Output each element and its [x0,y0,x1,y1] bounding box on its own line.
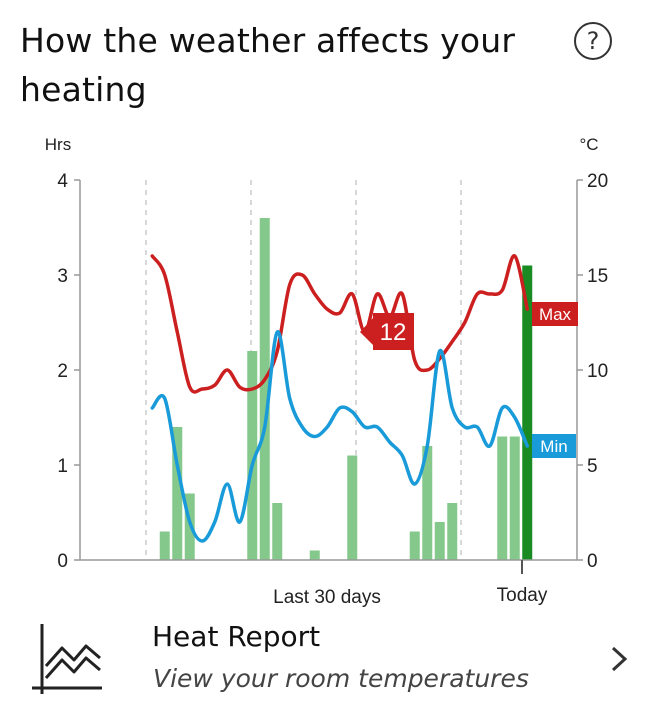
legend-tag-min [532,434,576,458]
heat-report-subtitle: View your room temperatures [153,664,529,693]
right-tick-label: 10 [587,361,608,382]
question-circle-icon: ? [586,27,600,55]
bar-day-3 [172,427,183,560]
heating-bars [159,218,533,560]
bar-day-29 [497,436,508,560]
right-axis-unit: °C [579,135,598,154]
chart-labels: Last 30 days Today Max Min 12 [273,302,578,608]
heat-report-title: Heat Report [152,620,321,653]
bar-day-30 [509,436,520,560]
right-tick-label: 5 [587,456,598,477]
x-label-today: Today [497,585,548,606]
bar-day-25 [447,503,458,560]
x-label-period: Last 30 days [273,587,381,608]
left-tick-label: 0 [57,551,68,572]
left-tick-label: 4 [57,171,68,192]
bar-today [522,265,533,560]
help-button[interactable]: ? [574,22,612,60]
callout-marker [360,313,414,350]
legend-label-max: Max [539,305,572,324]
temperature-lines [150,254,529,543]
series-line-max [150,254,529,394]
left-axis-unit: Hrs [45,135,71,154]
bar-day-23 [422,446,433,560]
chevron-right-icon [611,646,628,672]
right-tick-label: 15 [587,266,608,287]
bar-day-10 [259,218,270,560]
line-chart-icon [32,624,102,694]
bar-day-22 [409,531,420,560]
bar-day-17 [347,455,358,560]
right-tick-label: 20 [587,171,608,192]
bar-day-9 [247,351,258,560]
right-tick-label: 0 [587,551,598,572]
left-tick-label: 3 [57,266,68,287]
callout-value: 12 [380,319,407,346]
bar-day-2 [159,531,170,560]
bar-day-24 [434,522,445,560]
legend-label-min: Min [540,437,567,456]
page-title: How the weather affects your heating [20,21,516,109]
left-tick-label: 2 [57,361,68,382]
legend-tag-max [532,302,578,326]
left-tick-label: 1 [57,456,68,477]
heat-report-link[interactable]: Heat Report View your room temperatures [0,612,655,712]
series-line-min [150,330,529,543]
bar-day-11 [272,503,283,560]
bar-day-14 [309,550,320,560]
